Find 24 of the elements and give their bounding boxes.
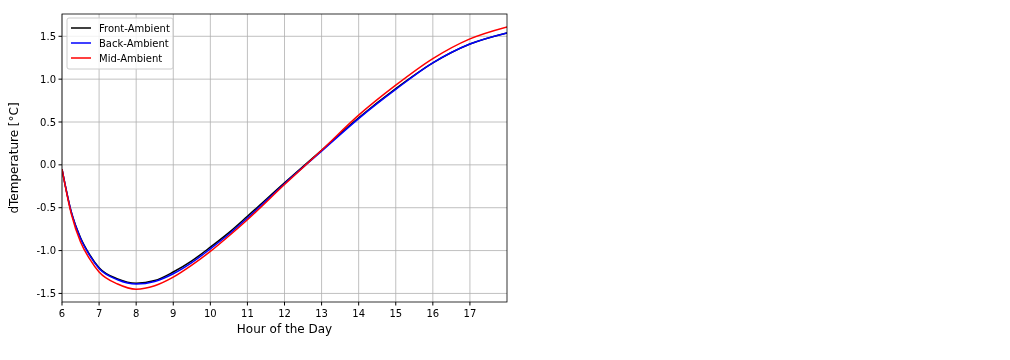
x-tick-label: 14: [352, 308, 366, 319]
y-tick-label: -1.0: [36, 245, 56, 257]
x-tick-label: 17: [463, 308, 477, 319]
y-tick-label: 0.5: [40, 116, 56, 128]
x-tick-label: 7: [95, 308, 103, 319]
x-tick-label: 6: [58, 308, 66, 319]
y-tick-label: -0.5: [36, 202, 56, 214]
x-tick-label: 13: [315, 308, 328, 319]
y-tick-label: 1.5: [40, 30, 56, 42]
x-tick-label: 8: [132, 308, 140, 319]
legend-label: Front-Ambient: [99, 22, 170, 34]
y-tick-label: 0.0: [40, 159, 56, 171]
legend-label: Mid-Ambient: [99, 52, 163, 64]
x-tick-label: 9: [170, 308, 177, 319]
x-axis-title: Hour of the Day: [236, 322, 333, 336]
x-tick-label: 12: [278, 308, 291, 319]
x-tick-label: 15: [389, 308, 403, 319]
y-tick-label: -1.5: [36, 287, 56, 299]
x-tick-label: 16: [426, 308, 440, 319]
x-tick-label: 11: [241, 308, 254, 319]
legend-label: Back-Ambient: [99, 37, 169, 49]
y-axis-title: dTemperature [°C]: [7, 102, 21, 214]
x-tick-label: 10: [203, 308, 217, 319]
y-tick-label: 1.0: [40, 73, 56, 85]
